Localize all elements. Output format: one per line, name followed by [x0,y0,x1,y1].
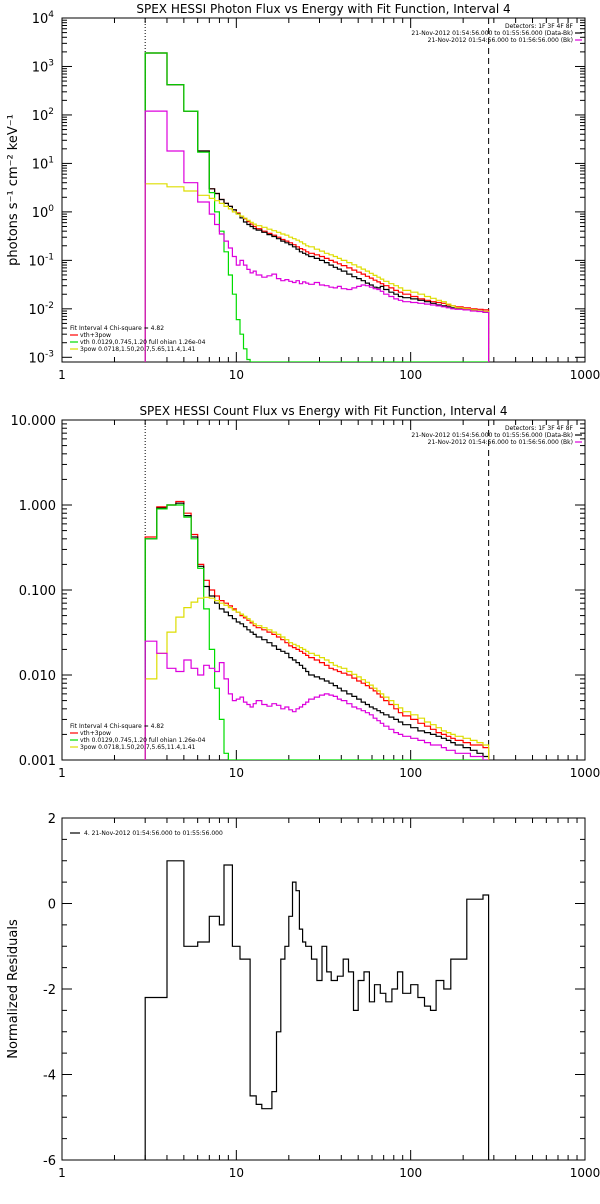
y-tick-label: 10-2 [28,301,54,318]
x-tick-label: 1 [58,766,66,780]
x-tick-label: 1000 [570,1166,600,1180]
y-tick-exponent: 4 [48,10,54,20]
series-line-vth [145,505,488,760]
y-tick-base: 10 [32,157,49,172]
y-tick-label: -4 [43,1069,56,1084]
plot-frame [62,818,585,1160]
y-axis-label: photons s⁻¹ cm⁻² keV⁻¹ [6,114,21,266]
legend-entry: vth+3pow [80,332,111,339]
series-line-data-bk [145,503,488,760]
y-tick-base: 10 [28,303,45,318]
plot-frame [62,18,585,362]
legend-entry: vth 0.0129,0.745,1.20 full ohian 1.26e-0… [80,737,206,744]
y-tick-label: 10-1 [28,252,54,269]
y-tick-exponent: 3 [48,58,54,68]
y-tick-label: 103 [32,58,54,75]
y-tick-label: 100 [32,204,55,221]
series-line-bk [145,111,488,362]
header-text: Detectors: 1F 3F 4F 8F [505,23,574,30]
y-tick-base: 10 [32,60,49,75]
header-text: 21-Nov-2012 01:54:56.000 to 01:55:56.000… [411,432,573,439]
y-tick-exponent: -3 [45,349,54,359]
series-line-3pow [145,184,488,362]
x-tick-label: 10 [229,1166,244,1180]
series-line-3pow [145,597,488,760]
y-tick-exponent: -1 [45,252,54,262]
y-tick-base: 10 [28,351,45,366]
legend-title: Fit Interval 4 Chi-square = 4.82 [70,325,164,332]
chart-panel-1: SPEX HESSI Photon Flux vs Energy with Fi… [6,2,600,382]
y-tick-label: 10.000 [11,414,57,429]
y-tick-label: 102 [32,107,54,124]
header-text: 21-Nov-2012 01:54:56.000 to 01:56:56.000… [428,439,573,446]
y-tick-label: 0 [48,898,56,913]
header-text: Detectors: 1F 3F 4F 8F [505,425,574,432]
x-tick-label: 10 [229,368,244,382]
y-tick-base: 10 [28,254,45,269]
legend-title: Fit Interval 4 Chi-square = 4.82 [70,723,164,730]
series-line-residuals [145,861,488,1160]
x-tick-label: 1000 [570,368,600,382]
legend-entry: 3pow 0.0718,1.50,20.7,5.65,11.4,1.41 [80,744,196,751]
chart-title: SPEX HESSI Count Flux vs Energy with Fit… [139,404,507,418]
series-line-data-bk [145,53,488,362]
y-tick-base: 10 [32,109,49,124]
y-tick-base: 10 [32,206,49,221]
series-group [145,502,488,761]
legend-entry: vth 0.0129,0.745,1.20 full ohian 1.26e-0… [80,339,206,346]
x-tick-label: 1 [58,1166,66,1180]
y-tick-label: 1.000 [19,499,56,514]
series-line-vth [145,53,488,362]
y-tick-label: -2 [43,983,56,998]
y-tick-exponent: 1 [48,155,54,165]
legend-entry: 4. 21-Nov-2012 01:54:56.000 to 01:55:56.… [84,830,223,837]
x-tick-label: 100 [399,1166,422,1180]
chart-title: SPEX HESSI Photon Flux vs Energy with Fi… [136,2,510,16]
y-tick-label: 2 [48,812,56,827]
legend-entry: vth+3pow [80,730,111,737]
y-tick-exponent: -2 [45,301,54,311]
y-tick-label: 104 [32,10,55,27]
y-tick-exponent: 2 [48,107,54,117]
chart-panel-3: 1 10 100 1000 2 0 -2 -4 -6 Normalized Residuals 4.… [6,812,600,1180]
y-tick-label: 10-3 [28,349,54,366]
x-tick-label: 10 [229,766,244,780]
series-group [145,861,488,1160]
header-text: 21-Nov-2012 01:54:56.000 to 01:55:56.000… [411,30,573,37]
y-tick-label: 0.010 [19,669,56,684]
series-line-vth-3pow [145,53,488,362]
x-tick-label: 1000 [570,766,600,780]
y-tick-label: 0.001 [19,754,56,769]
y-tick-label: 0.100 [19,584,56,599]
legend-entry: 3pow 0.0718,1.50,20.7,5.65,11.4,1.41 [80,346,196,353]
y-tick-base: 10 [32,12,49,27]
chart-panel-2: SPEX HESSI Count Flux vs Energy with Fit… [11,404,600,780]
x-tick-label: 100 [399,766,422,780]
y-axis-label: Normalized Residuals [6,919,21,1059]
y-tick-label: 101 [32,155,54,172]
plot-frame [62,420,585,760]
x-tick-label: 100 [399,368,422,382]
header-text: 21-Nov-2012 01:54:56.000 to 01:56:56.000… [428,37,573,44]
y-tick-exponent: 0 [48,204,54,214]
y-tick-label: -6 [43,1154,56,1169]
series-line-vth-3pow [145,502,488,761]
series-group [145,53,488,362]
x-tick-label: 1 [58,368,66,382]
